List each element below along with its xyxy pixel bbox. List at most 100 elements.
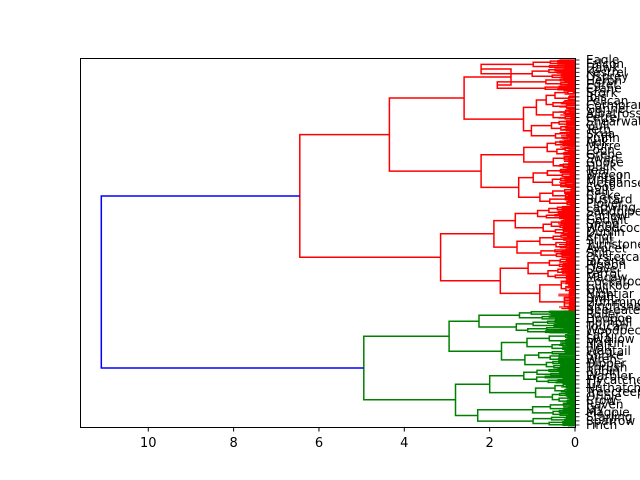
leaf-label: Kingfisher: [586, 299, 640, 313]
leaf-label: Kestrel: [586, 65, 627, 79]
leaf-label: Puffin: [586, 131, 620, 145]
leaf-label: Osprey: [586, 69, 628, 83]
leaf-label: Treecreeper: [585, 385, 640, 399]
leaf-label: Lark: [586, 328, 612, 342]
leaf-label: Dipper: [586, 357, 626, 371]
leaf-label: Hummingbird: [586, 295, 640, 309]
leaf-label: Lapwing: [586, 201, 636, 215]
x-tick-label: 0: [571, 436, 579, 451]
leaf-label: Plover: [586, 197, 623, 211]
leaf-label: Gull: [586, 119, 610, 133]
leaf-label: Egret: [586, 78, 618, 92]
leaf-label: Pelican: [586, 94, 628, 108]
leaf-label: Oriole: [586, 389, 622, 403]
plot-frame: [80, 58, 576, 428]
leaf-label: Tit: [585, 377, 601, 391]
leaf-label: Hornbill: [586, 316, 632, 330]
leaf-label: Turnstone: [585, 238, 640, 252]
leaf-label: Toucan: [585, 320, 628, 334]
dendrogram-link: [563, 263, 568, 266]
dendrogram-link: [563, 407, 569, 411]
leaf-label: Pintail: [586, 172, 623, 186]
leaf-label: Stint: [586, 233, 614, 247]
leaf-label: Swallow: [586, 332, 635, 346]
leaf-label: Snipe: [586, 217, 620, 231]
leaf-label: Grebe: [586, 147, 622, 161]
dendrogram-links: [100, 58, 575, 427]
leaf-label: Crow: [586, 393, 616, 407]
leaf-label: Wagtail: [586, 344, 631, 358]
x-tick-label: 2: [486, 436, 494, 451]
leaf-label: Stork: [586, 86, 618, 100]
leaf-label: Heron: [586, 74, 622, 88]
leaf-label: Nuthatch: [586, 381, 640, 395]
x-tick-label: 8: [229, 436, 237, 451]
leaf-label: Cockatoo: [586, 275, 640, 289]
leaf-label: Raven: [586, 398, 624, 412]
leaf-label: Pipit: [586, 340, 612, 354]
leaf-label: Skua: [586, 127, 615, 141]
leaf-label: Crake: [586, 188, 621, 202]
leaf-label: Gannet: [586, 102, 630, 116]
leaf-label: Shearwater: [586, 115, 640, 129]
dendrogram-link: [100, 195, 364, 369]
leaf-label: Stilt: [586, 246, 610, 260]
leaf-label: Godwit: [586, 213, 628, 227]
leaf-label: Flycatcher: [586, 373, 640, 387]
leaf-label: Duck: [586, 160, 616, 174]
x-tick-label: 10: [140, 436, 157, 451]
leaf-label: Merganser: [586, 176, 640, 190]
leaf-label: Wigeon: [586, 168, 631, 182]
leaf-label: Oystercatcher: [586, 250, 640, 264]
leaf-label: Knot: [586, 229, 614, 243]
leaf-label: Cuckoo: [586, 279, 630, 293]
leaf-label: Petrel: [586, 110, 620, 124]
leaf-label: Bee-eater: [586, 303, 640, 317]
leaf-label: Murre: [586, 139, 621, 153]
leaf-label: Albatross: [586, 106, 640, 120]
leaf-label: Jay: [585, 402, 604, 416]
x-tick-label: 6: [315, 436, 323, 451]
leaf-label: Cormorant: [586, 98, 640, 112]
leaf-label: Swan: [586, 151, 618, 165]
leaf-label: Woodcock: [586, 221, 640, 235]
leaf-label: Ibis: [586, 90, 607, 104]
leaf-labels: EagleFalconHawkKestrelOspreyHeronEgretCr…: [575, 53, 640, 432]
leaf-label: Robin: [586, 365, 620, 379]
leaf-label: Bustard: [586, 192, 633, 206]
dendrogram-link: [544, 375, 564, 379]
leaf-label: Crane: [586, 82, 622, 96]
leaf-label: Eagle: [586, 53, 619, 67]
leaf-label: Starling: [586, 410, 633, 424]
leaf-label: Macaw: [586, 270, 628, 284]
leaf-label: Coot: [586, 180, 614, 194]
leaf-label: Tern: [585, 123, 611, 137]
leaf-label: Dove: [586, 262, 617, 276]
leaf-label: Parrot: [586, 266, 622, 280]
leaf-label: Wren: [586, 352, 617, 366]
leaf-label: Falcon: [586, 57, 624, 71]
leaf-label: Shrike: [586, 348, 623, 362]
leaf-label: Goose: [586, 156, 624, 170]
leaf-label: Sparrow: [586, 414, 635, 428]
leaf-label: Rail: [586, 184, 608, 198]
x-axis: 10 8 6 4 2 0: [140, 427, 579, 451]
leaf-label: Warbler: [586, 369, 633, 383]
leaf-label: Swift: [586, 291, 616, 305]
leaf-label: Magpie: [586, 406, 630, 420]
leaf-label: Jacana: [585, 254, 626, 268]
leaf-label: Woodpecker: [586, 324, 640, 338]
dendrogram-link: [562, 264, 567, 268]
leaf-label: Teal: [585, 164, 609, 178]
leaf-label: Finch: [586, 418, 617, 432]
x-tick-label: 4: [400, 436, 408, 451]
leaf-label: Dunlin: [586, 225, 625, 239]
dendrogram-link: [562, 421, 570, 424]
leaf-label: Avocet: [586, 242, 627, 256]
leaf-label: Martin: [586, 336, 624, 350]
leaf-label: Nightjar: [586, 287, 634, 301]
leaf-label: Pigeon: [586, 258, 626, 272]
leaf-label: Auk: [586, 135, 609, 149]
